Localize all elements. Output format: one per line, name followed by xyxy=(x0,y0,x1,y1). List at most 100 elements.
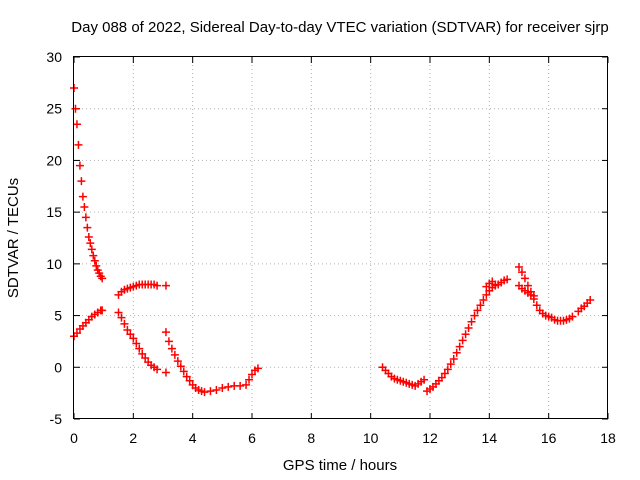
data-point xyxy=(120,319,129,328)
data-point xyxy=(117,313,126,322)
data-point xyxy=(568,312,577,321)
data-point xyxy=(476,301,485,310)
data-point xyxy=(167,344,176,353)
gridlines xyxy=(74,57,608,419)
y-axis-label: SDTVAR / TECUs xyxy=(5,178,22,298)
data-point xyxy=(449,355,458,364)
data-point xyxy=(200,388,209,397)
data-points xyxy=(70,84,595,397)
data-point xyxy=(473,306,482,315)
data-point xyxy=(517,268,526,277)
series-falling-segment xyxy=(114,308,170,377)
data-point xyxy=(75,161,84,170)
series-descending-track xyxy=(70,84,107,283)
data-point xyxy=(212,386,221,395)
data-point xyxy=(443,365,452,374)
data-point xyxy=(586,296,595,305)
data-point xyxy=(84,232,93,241)
data-point xyxy=(461,330,470,339)
data-point xyxy=(170,350,179,359)
series-trough xyxy=(161,328,262,397)
data-point xyxy=(141,353,150,362)
data-point xyxy=(420,375,429,384)
data-point xyxy=(173,357,182,366)
data-point xyxy=(182,372,191,381)
data-point xyxy=(161,281,170,290)
data-point xyxy=(77,177,86,186)
data-point xyxy=(458,336,467,345)
data-point xyxy=(515,262,523,271)
data-point xyxy=(98,274,107,283)
data-point xyxy=(206,387,215,396)
data-point xyxy=(245,375,254,384)
x-tick-label: 6 xyxy=(248,430,256,446)
series-lower-branch xyxy=(515,281,538,300)
chart-title: Day 088 of 2022, Sidereal Day-to-day VTE… xyxy=(71,19,608,36)
data-point xyxy=(80,202,89,211)
data-point xyxy=(479,296,488,305)
y-tick-label: 30 xyxy=(46,49,62,65)
data-point xyxy=(153,281,162,290)
data-point xyxy=(129,334,138,343)
data-point xyxy=(72,120,81,129)
data-point xyxy=(161,368,170,377)
data-point xyxy=(455,342,464,351)
data-point xyxy=(78,192,87,201)
x-axis-label: GPS time / hours xyxy=(283,457,397,474)
data-point xyxy=(464,323,473,332)
data-point xyxy=(437,373,446,382)
x-tick-label: 2 xyxy=(129,430,137,446)
data-point xyxy=(179,367,188,376)
series-late-rise xyxy=(574,296,595,316)
data-point xyxy=(440,369,449,378)
data-point xyxy=(92,261,101,270)
data-point xyxy=(482,290,491,299)
x-tick-label: 8 xyxy=(307,430,315,446)
y-tick-label: 25 xyxy=(46,101,62,117)
series-upper-branch xyxy=(482,277,500,291)
data-point xyxy=(81,213,90,222)
y-tick-label: 5 xyxy=(54,308,62,324)
data-point xyxy=(90,256,99,265)
x-tick-label: 16 xyxy=(541,430,557,446)
data-point xyxy=(529,291,538,300)
data-point xyxy=(83,223,92,232)
data-point xyxy=(185,376,194,385)
data-point xyxy=(87,245,96,254)
data-point xyxy=(467,317,476,326)
data-point xyxy=(126,330,135,339)
data-point xyxy=(123,326,132,335)
data-point xyxy=(446,360,455,369)
data-point xyxy=(86,239,95,248)
x-tick-label: 12 xyxy=(422,430,438,446)
series-upper-arc xyxy=(114,280,170,299)
x-tick-label: 14 xyxy=(482,430,498,446)
data-point xyxy=(132,339,141,348)
data-point xyxy=(153,365,162,374)
data-point xyxy=(71,104,80,113)
data-point xyxy=(114,308,123,317)
data-point xyxy=(161,328,170,337)
y-tick-label: 15 xyxy=(46,204,62,220)
data-point xyxy=(72,329,81,338)
y-tick-label: 10 xyxy=(46,256,62,272)
data-point xyxy=(520,274,529,283)
data-point xyxy=(74,140,83,149)
data-point xyxy=(532,301,541,310)
data-point xyxy=(236,381,245,390)
series-night-dip xyxy=(378,363,429,390)
data-point xyxy=(470,311,479,320)
data-point xyxy=(503,275,512,284)
data-point xyxy=(98,306,107,315)
data-point xyxy=(218,383,227,392)
y-tick-label: -5 xyxy=(50,411,63,427)
data-point xyxy=(253,364,262,373)
series-rising-track xyxy=(70,306,107,341)
data-point xyxy=(452,348,461,357)
series-morning-rise xyxy=(423,275,512,396)
x-tick-label: 4 xyxy=(189,430,197,446)
y-tick-label: 0 xyxy=(54,359,62,375)
tick-labels: 0 2 4 6 8 10 12 14 16 18 -5 0 5 10 15 20 25 30 xyxy=(46,49,616,446)
data-point xyxy=(176,362,185,371)
